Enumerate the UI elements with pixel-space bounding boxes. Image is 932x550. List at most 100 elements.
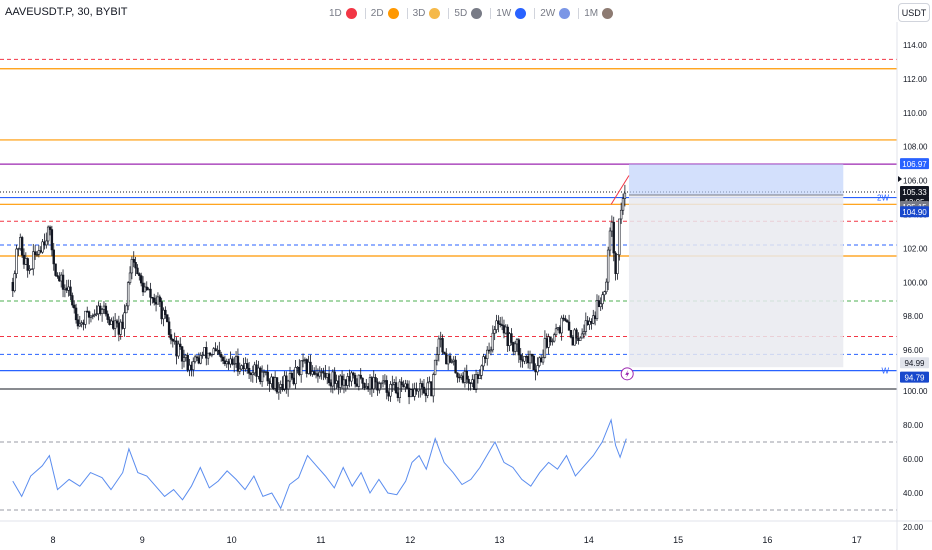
- candle-down: [39, 250, 42, 253]
- candle-up: [45, 240, 48, 246]
- candle-up: [471, 379, 474, 384]
- candle-up: [556, 327, 560, 330]
- currency-button[interactable]: USDT: [898, 3, 930, 22]
- candle-down: [424, 392, 428, 396]
- target-zone: [628, 164, 844, 196]
- candle-down: [221, 357, 225, 362]
- tf-1m[interactable]: 1M: [584, 8, 617, 19]
- candle-up: [409, 389, 413, 398]
- tf-5d[interactable]: 5D: [454, 8, 486, 19]
- candle-up: [601, 294, 604, 305]
- candle-down: [259, 367, 262, 382]
- rsi-line: [12, 418, 627, 510]
- candle-down: [145, 286, 148, 290]
- candle-up: [32, 251, 35, 270]
- candle-down: [521, 359, 524, 362]
- candle-up: [588, 321, 591, 325]
- candle-up: [299, 360, 303, 375]
- candle-down: [160, 301, 163, 320]
- x-tick-label: 14: [584, 535, 594, 545]
- candle-up: [372, 377, 375, 390]
- candle-down: [476, 374, 480, 379]
- candle-down: [169, 334, 173, 340]
- candle-up: [452, 359, 455, 362]
- candle-down: [76, 319, 80, 327]
- candle-down: [305, 359, 308, 374]
- candle-down: [422, 386, 426, 394]
- separator: [406, 8, 408, 19]
- candle-down: [180, 346, 184, 362]
- rsi-tick-label: 20.00: [903, 523, 924, 532]
- candle-down: [208, 352, 212, 356]
- candle-down: [54, 263, 57, 276]
- candle-up: [192, 361, 195, 371]
- tf-3d[interactable]: 3D: [413, 8, 445, 19]
- candle-down: [149, 288, 152, 298]
- candle-up: [95, 313, 98, 315]
- candle-up: [413, 388, 416, 397]
- candle-up: [216, 349, 219, 352]
- candle-up: [229, 358, 232, 365]
- candle-down: [363, 382, 366, 389]
- candle-down: [227, 361, 230, 365]
- candle-down: [499, 323, 502, 325]
- candle-down: [247, 367, 251, 374]
- candle-up: [156, 296, 160, 305]
- candle-down: [56, 275, 59, 277]
- candle-up: [335, 380, 338, 384]
- candle-down: [487, 349, 491, 352]
- candle-down: [571, 336, 575, 346]
- candle-down: [115, 320, 119, 324]
- candle-down: [525, 356, 528, 358]
- candle-down: [246, 363, 249, 369]
- candle-down: [108, 319, 111, 325]
- candle-up: [277, 386, 281, 393]
- candle-up: [342, 379, 346, 386]
- rsi-tick-label: 40.00: [903, 489, 924, 498]
- candle-up: [599, 303, 602, 308]
- candle-down: [52, 249, 55, 265]
- candle-up: [314, 373, 318, 375]
- candle-up: [288, 373, 292, 382]
- candle-down: [65, 287, 68, 291]
- price-badge: [900, 371, 929, 383]
- candle-down: [290, 373, 294, 379]
- candle-up: [478, 374, 481, 379]
- tf-dot-icon: [387, 8, 399, 19]
- candle-up: [113, 320, 117, 329]
- tf-dot-icon: [515, 8, 527, 19]
- candle-up: [17, 248, 20, 250]
- candle-up: [201, 354, 204, 357]
- price-badge: [900, 206, 929, 218]
- candle-down: [43, 241, 46, 246]
- price-badge-label: 104.90: [902, 208, 927, 217]
- candle-up: [303, 359, 307, 361]
- tf-1d[interactable]: 1D: [329, 8, 361, 19]
- candle-down: [564, 318, 567, 321]
- candle-down: [190, 364, 193, 371]
- candle-down: [420, 383, 424, 388]
- candle-up: [19, 237, 22, 249]
- candle-up: [123, 312, 126, 329]
- tf-label: 1D: [329, 8, 342, 19]
- tf-2d[interactable]: 2D: [371, 8, 403, 19]
- candle-down: [223, 360, 227, 365]
- x-tick-label: 12: [405, 535, 415, 545]
- candle-down: [292, 377, 295, 385]
- candle-up: [398, 381, 401, 399]
- candle-down: [558, 327, 561, 334]
- tf-2w[interactable]: 2W: [540, 8, 574, 19]
- candle-down: [406, 383, 409, 389]
- candle-down: [164, 309, 167, 315]
- candle-down: [519, 354, 522, 360]
- rsi-pane: [0, 418, 897, 511]
- candle-up: [225, 361, 228, 365]
- candle-up: [603, 291, 606, 296]
- symbol-title[interactable]: AAVEUSDT.P, 30, BYBIT: [5, 6, 128, 18]
- candle-up: [251, 372, 255, 376]
- candle-down: [497, 320, 500, 325]
- tf-1w[interactable]: 1W: [496, 8, 530, 19]
- tf-dot-icon: [429, 8, 441, 19]
- candle-up: [78, 323, 81, 327]
